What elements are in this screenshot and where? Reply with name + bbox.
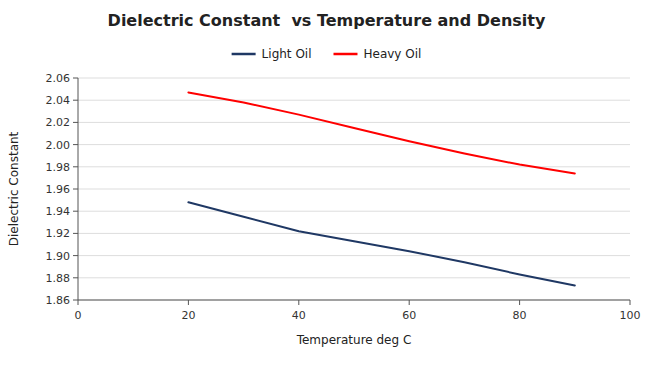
y-tick [73, 189, 78, 190]
x-tick-label: 80 [513, 309, 527, 322]
legend-item: Heavy Oil [333, 47, 421, 61]
legend: Light Oil Heavy Oil [232, 47, 422, 61]
y-tick-label: 1.98 [46, 161, 71, 174]
grid-line [78, 78, 630, 79]
x-axis-label: Temperature deg C [296, 333, 412, 347]
grid-line [78, 122, 630, 123]
y-tick [73, 233, 78, 234]
legend-item: Light Oil [232, 47, 312, 61]
grid [78, 78, 630, 300]
y-axis [78, 78, 79, 300]
x-tick [188, 300, 189, 305]
y-tick-label: 2.04 [46, 94, 71, 107]
title: Dielectric Constant vs Temperature and D… [108, 11, 546, 30]
y-tick-label: 1.86 [46, 294, 71, 307]
grid-line [78, 300, 630, 301]
y-tick-label: 1.96 [46, 183, 71, 196]
y-tick-label: 1.90 [46, 250, 71, 263]
y-tick [73, 166, 78, 167]
y-tick-label: 2.02 [46, 116, 71, 129]
grid-line [78, 255, 630, 256]
x-tick [409, 300, 410, 305]
x-tick [519, 300, 520, 305]
x-tick-label: 20 [181, 309, 195, 322]
lines [188, 92, 574, 285]
grid-line [78, 233, 630, 234]
legend-swatch [333, 53, 357, 56]
x-tick-label: 40 [292, 309, 306, 322]
y-tick [73, 122, 78, 123]
grid-line [78, 189, 630, 190]
x-tick [298, 300, 299, 305]
y-tick-label: 1.88 [46, 272, 71, 285]
grid-line [78, 144, 630, 145]
y-tick-label: 1.92 [46, 227, 71, 240]
series-line [188, 202, 574, 285]
y-tick [73, 277, 78, 278]
background [0, 0, 653, 367]
y-tick [73, 78, 78, 79]
x-tick [630, 300, 631, 305]
y-tick-label: 2.00 [46, 139, 71, 152]
grid-line [78, 166, 630, 167]
y-tick-label: 1.94 [46, 205, 71, 218]
grid-line [78, 277, 630, 278]
y-tick [73, 255, 78, 256]
x-tick [78, 300, 79, 305]
y-tick [73, 100, 78, 101]
x-tick-label: 60 [402, 309, 416, 322]
legend-label: Heavy Oil [363, 47, 421, 61]
x-tick-label: 100 [620, 309, 641, 322]
grid-line [78, 211, 630, 212]
y-axis-label: Dielectric Constant [7, 131, 21, 246]
series-line [188, 92, 574, 173]
y-tick [73, 300, 78, 301]
y-tick [73, 211, 78, 212]
legend-swatch [232, 53, 256, 56]
grid-line [78, 100, 630, 101]
legend-label: Light Oil [262, 47, 312, 61]
x-tick-label: 0 [75, 309, 82, 322]
x-axis [78, 300, 630, 301]
y-tick-label: 2.06 [46, 72, 71, 85]
y-tick [73, 144, 78, 145]
